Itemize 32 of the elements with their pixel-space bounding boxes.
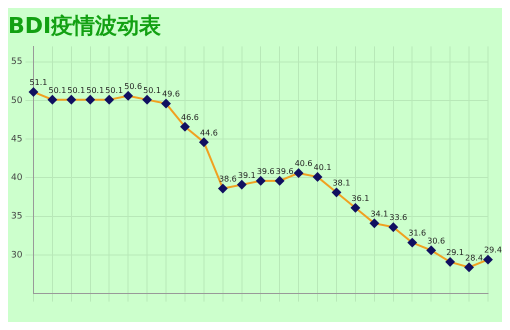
data-label: 31.6	[408, 228, 426, 238]
data-label: 50.1	[143, 86, 161, 95]
data-label: 29.1	[446, 248, 464, 258]
y-tick-label: 45	[11, 134, 22, 144]
data-label: 46.6	[181, 112, 199, 122]
chart-title: BDI疫情波动表	[8, 14, 162, 39]
data-label: 38.6	[218, 174, 237, 184]
data-label: 39.6	[276, 166, 294, 176]
data-label: 50.1	[48, 86, 66, 95]
data-label: 50.1	[105, 86, 124, 95]
y-tick-label: 35	[11, 212, 22, 222]
data-label: 50.6	[124, 82, 142, 91]
y-tick-label: 55	[11, 57, 22, 68]
data-label: 50.1	[86, 86, 104, 95]
data-label: 44.6	[200, 128, 218, 138]
y-tick-label: 30	[11, 250, 23, 260]
data-label: 38.1	[332, 178, 350, 188]
data-label: 36.1	[352, 194, 370, 203]
data-label: 39.1	[238, 170, 256, 180]
data-label: 49.6	[162, 90, 180, 99]
data-label: 40.1	[314, 163, 332, 172]
data-label: 40.6	[294, 159, 313, 168]
y-tick-label: 50	[11, 96, 23, 106]
data-label: 50.1	[67, 86, 86, 95]
y-tick-label: 40	[11, 173, 23, 184]
data-label: 30.6	[427, 236, 446, 246]
data-label: 29.4	[484, 246, 502, 255]
data-label: 33.6	[389, 213, 408, 222]
data-label: 39.6	[256, 166, 275, 176]
data-label: 34.1	[370, 209, 388, 218]
data-label: 51.1	[30, 78, 48, 88]
data-label: 28.4	[465, 253, 483, 262]
